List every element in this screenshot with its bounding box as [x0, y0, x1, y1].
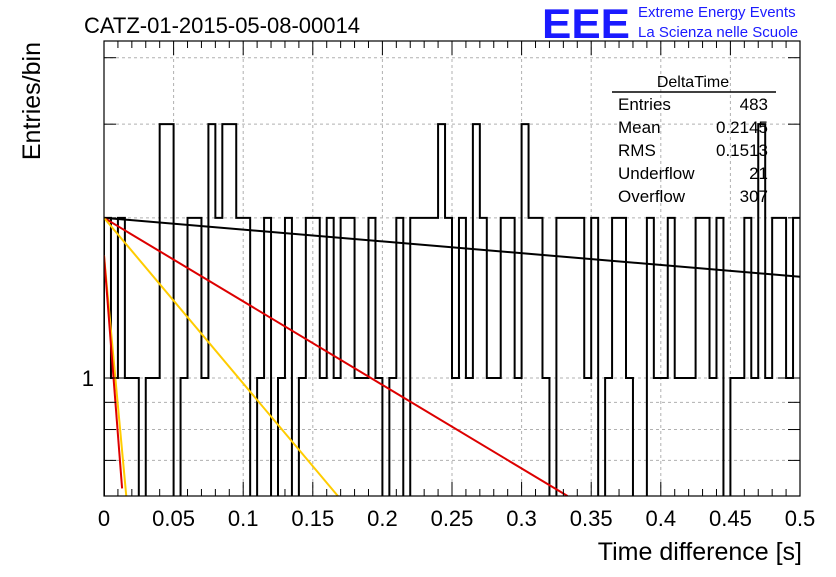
stats-title: DeltaTime: [657, 74, 729, 91]
stats-box: DeltaTime Entries 483 Mean 0.2145 RMS 0.1513 U…: [612, 74, 776, 206]
eee-logo: EEE Extreme Energy Events La Scienza nel…: [542, 0, 798, 47]
x-tick-label: 0.25: [431, 506, 474, 531]
stats-value: 0.1513: [716, 141, 768, 160]
x-tick-label: 0.35: [570, 506, 613, 531]
logo-line1: Extreme Energy Events: [638, 4, 796, 21]
stats-value: 0.2145: [716, 118, 768, 137]
stats-label: Mean: [618, 118, 661, 137]
stats-label: Underflow: [618, 164, 695, 183]
x-axis-label: Time difference [s]: [598, 538, 802, 566]
stats-value: 21: [749, 164, 768, 183]
y-axis-label: Entries/bin: [18, 42, 46, 160]
x-tick-label: 0.15: [291, 506, 334, 531]
stats-label: Entries: [618, 95, 671, 114]
logo-line2: La Scienza nelle Scuole: [638, 24, 798, 41]
x-tick-label: 0.2: [367, 506, 398, 531]
x-tick-label: 0.05: [152, 506, 195, 531]
x-tick-labels: 0 0.05 0.1 0.15 0.2 0.25 0.3 0.35 0.4 0.45 0.5: [98, 506, 815, 531]
stats-value: 307: [740, 187, 768, 206]
fit-line: [104, 255, 124, 489]
logo-mark: EEE: [542, 0, 630, 47]
x-tick-label: 0.1: [228, 506, 259, 531]
histogram-series: [104, 123, 800, 496]
fit-line: [104, 216, 800, 278]
fit-line: [104, 217, 339, 496]
x-tick-label: 0: [98, 506, 110, 531]
x-tick-label: 0.5: [785, 506, 816, 531]
histogram-outline: [104, 123, 800, 496]
stats-label: Overflow: [618, 187, 686, 206]
x-tick-label: 0.45: [709, 506, 752, 531]
chart-title: CATZ-01-2015-05-08-00014: [84, 13, 360, 38]
stats-rows: Entries 483 Mean 0.2145 RMS 0.1513 Underflow 21…: [618, 95, 768, 206]
stats-label: RMS: [618, 141, 656, 160]
y-tick-labels: 1: [82, 366, 94, 391]
fit-lines: [104, 216, 800, 496]
fit-line: [104, 216, 569, 496]
x-tick-label: 0.4: [646, 506, 677, 531]
stats-value: 483: [740, 95, 768, 114]
axis-ticks: [103, 41, 801, 497]
y-tick-label: 1: [82, 366, 94, 391]
x-tick-label: 0.3: [506, 506, 537, 531]
